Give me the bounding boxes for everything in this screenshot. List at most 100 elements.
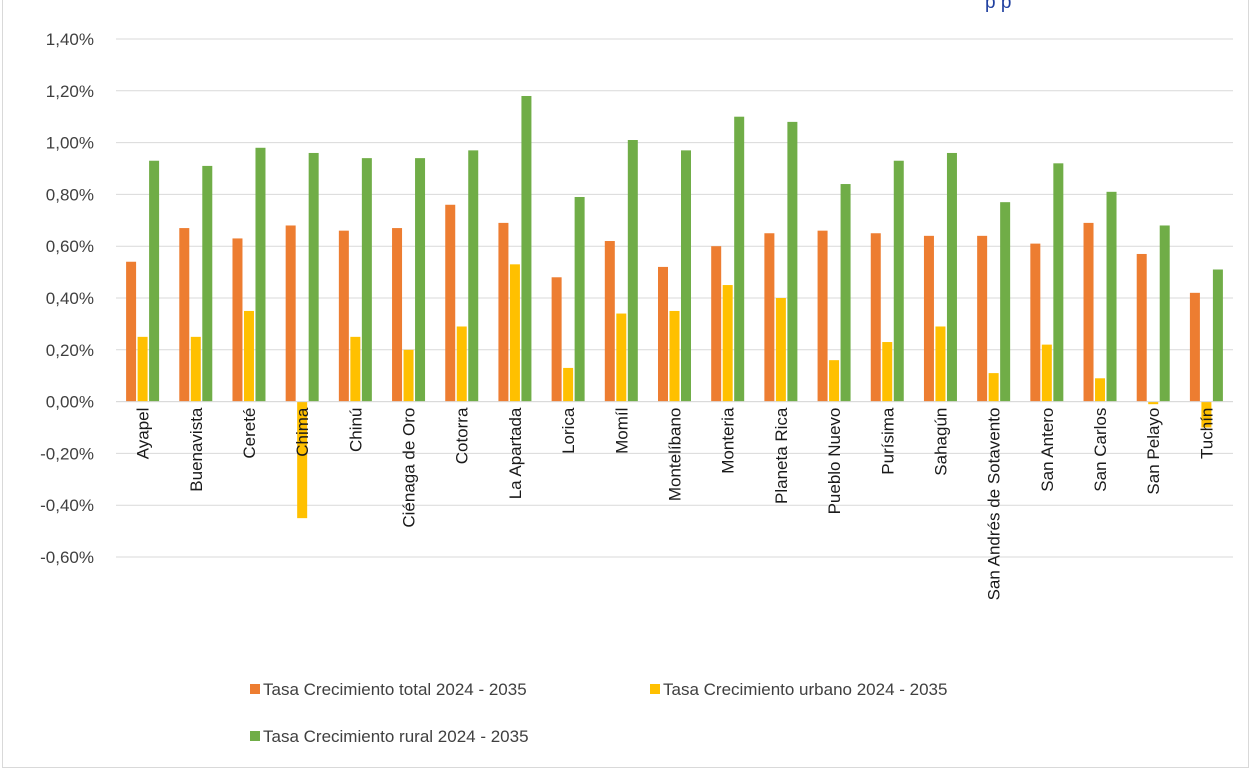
bar-urbano [403,349,414,402]
legend-swatch [250,684,260,694]
bar-rural [361,158,372,402]
bar-total [1083,222,1094,402]
bar-urbano [722,285,733,402]
bar-rural [734,116,745,402]
y-tick-label: -0,60% [40,548,94,567]
x-tick-label: Ciénaga de Oro [400,408,419,528]
bar-total [764,233,775,402]
bar-total [498,222,509,402]
bar-urbano [988,373,999,402]
x-tick-label: San Antero [1038,408,1057,492]
y-tick-label: 0,60% [46,237,94,256]
y-tick-label: 1,40% [46,30,94,49]
x-tick-label: Lorica [559,407,578,454]
bar-rural [787,121,798,402]
bar-rural [255,147,266,402]
y-tick-label: 0,80% [46,185,94,204]
bar-rural [681,150,691,402]
x-tick-label: Tuchín [1197,408,1216,459]
bar-rural [521,95,532,402]
bar-total [445,204,456,402]
bar-total [1030,243,1041,402]
bar-urbano [669,310,680,402]
y-tick-label: 0,40% [46,289,94,308]
bar-urbano [829,360,840,402]
y-tick-label: 1,20% [46,82,94,101]
x-tick-label: Chima [293,407,312,457]
bar-urbano [1041,344,1052,402]
bar-rural [202,165,213,402]
bar-total [604,241,615,402]
bar-rural [1053,163,1064,402]
bar-rural [1000,202,1011,402]
bar-rural [149,160,160,402]
bar-urbano [775,298,786,402]
bar-total [338,230,349,402]
bar-total [232,238,243,402]
chart-title-fragment: p p [985,0,1011,13]
bar-total [179,228,190,402]
bar-rural [308,152,319,402]
bar-total [551,277,562,402]
x-tick-label: San Pelayo [1144,408,1163,495]
x-tick-label: La Apartada [506,407,525,499]
bar-urbano [137,336,148,402]
x-tick-label: San Carlos [1091,408,1110,492]
legend: Tasa Crecimiento total 2024 - 2035 Tasa C… [250,680,947,746]
bar-rural [1106,191,1117,402]
bar-rural [627,140,638,402]
bar-total [817,230,828,402]
y-tick-label: -0,20% [40,444,94,463]
x-tick-label: Purísima [878,407,897,475]
legend-swatch [650,684,660,694]
x-tick-label: Ayapel [134,408,153,460]
bar-urbano [509,264,520,402]
bar-total [977,235,988,402]
bar-urbano [563,367,574,402]
y-tick-label: 0,00% [46,393,94,412]
bar-rural [574,196,585,402]
x-tick-label: Pueblo Nuevo [825,408,844,515]
bar-urbano [190,336,201,402]
x-tick-label: Chinú [346,408,365,452]
bars [126,95,1223,519]
bar-urbano [1148,401,1159,405]
bar-total [923,235,934,402]
bar-total [285,225,296,402]
bar-rural [1212,269,1223,402]
bar-total [658,266,668,402]
x-tick-label: Monteria [719,407,738,474]
bar-urbano [1095,378,1106,402]
bar-urbano [456,326,467,402]
bar-urbano [243,310,254,402]
legend-entry: Tasa Crecimiento rural 2024 - 2035 [263,727,529,746]
bar-total [392,228,403,402]
x-tick-label: Momíl [612,408,631,454]
bar-rural [1159,225,1170,402]
x-tick-label: Cotorra [453,407,472,464]
x-tick-label: Cereté [240,408,259,459]
bar-total [1189,292,1200,402]
bar-urbano [935,326,946,402]
bar-rural [946,152,957,402]
bar-urbano [1201,401,1212,428]
bar-total [1136,253,1147,402]
legend-swatch [250,731,260,741]
y-tick-label: 1,00% [46,134,94,153]
bar-total [711,246,722,402]
bar-rural [415,158,426,402]
legend-entry: Tasa Crecimiento urbano 2024 - 2035 [663,680,947,699]
x-tick-label: Sahagún [931,408,950,476]
bar-rural [468,150,479,402]
x-axis: Ayapel Buenavista Cereté Chima Chinú Ciénaga … [116,401,1233,601]
bar-total [126,261,137,402]
bar-rural [840,184,851,402]
x-tick-label: Montelíbano [666,408,685,502]
x-tick-label: Planeta Rica [772,407,791,504]
x-tick-label: San Andrés de Sotavento [985,408,1004,601]
bar-urbano [297,401,308,519]
legend-entry: Tasa Crecimiento total 2024 - 2035 [263,680,527,699]
bar-urbano [616,313,627,402]
